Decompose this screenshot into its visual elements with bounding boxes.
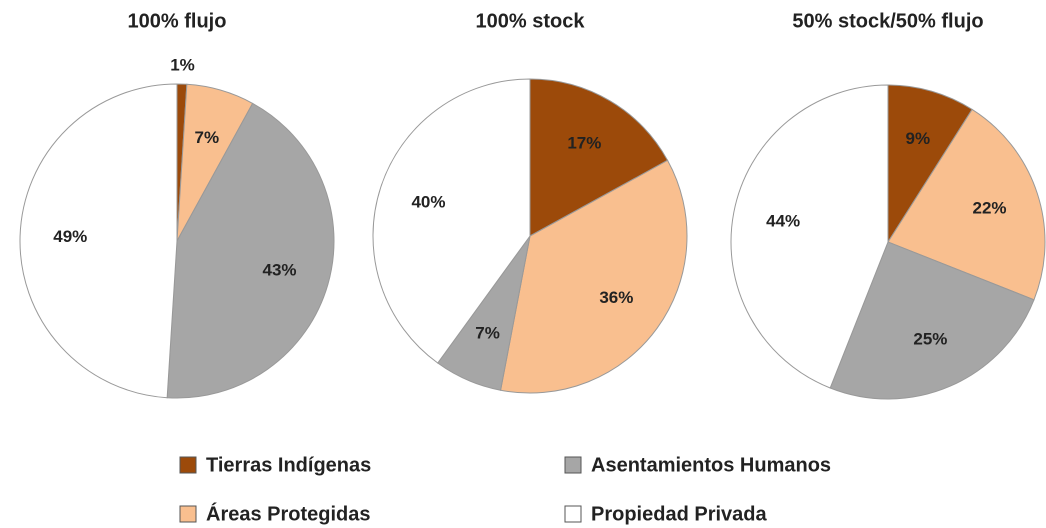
value-label: 43% (263, 260, 297, 279)
pie-slice (19, 83, 178, 399)
value-label: 7% (475, 323, 500, 342)
legend-label: Asentamientos Humanos (591, 454, 831, 476)
pie-title: 50% stock/50% flujo (792, 10, 983, 32)
pie-slice (887, 84, 973, 244)
value-label: 49% (53, 227, 87, 246)
legend-swatch (564, 505, 582, 523)
pie-slice (529, 78, 669, 237)
value-label: 36% (599, 288, 633, 307)
pie-slice (829, 241, 1035, 400)
legend-label: Tierras Indígenas (206, 454, 371, 476)
pie-slice (166, 102, 335, 399)
value-label: 22% (973, 198, 1007, 217)
pie-slice (499, 159, 688, 394)
value-label: 1% (170, 56, 195, 75)
pie-title: 100% flujo (128, 10, 227, 32)
pie-slice (372, 78, 531, 364)
legend-swatch (564, 456, 582, 474)
legend-label: Áreas Protegidas (206, 502, 371, 525)
legend-swatch (179, 505, 197, 523)
pie-title: 100% stock (476, 10, 586, 32)
value-label: 44% (766, 211, 800, 230)
value-label: 40% (411, 192, 445, 211)
legend-label: Propiedad Privada (591, 503, 767, 525)
pie-slice (730, 84, 889, 389)
value-label: 7% (194, 128, 219, 147)
value-label: 25% (913, 329, 947, 348)
pie-slice (887, 108, 1046, 301)
value-label: 9% (905, 129, 930, 148)
legend-swatch (179, 456, 197, 474)
value-label: 17% (567, 134, 601, 153)
